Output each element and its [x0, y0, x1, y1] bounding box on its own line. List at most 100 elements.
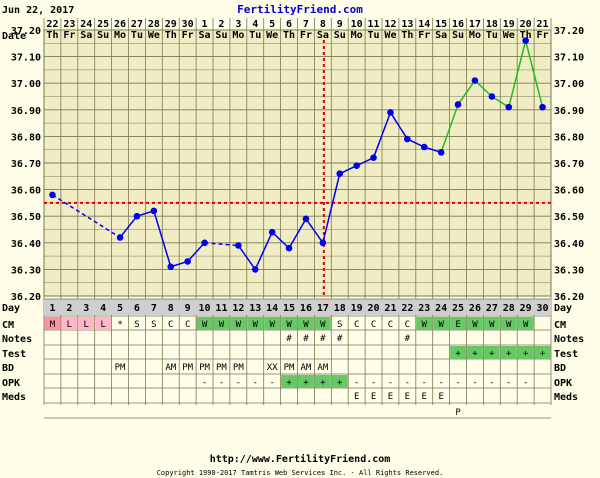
weekday-label: Tu — [486, 30, 498, 41]
test-value: + — [506, 349, 512, 359]
weekday-label: Mo — [351, 30, 363, 41]
y-tick-left: 37.20 — [11, 26, 41, 37]
y-tick-left: 36.50 — [11, 212, 41, 223]
opk-cell — [281, 375, 297, 388]
y-tick-right: 36.50 — [554, 212, 584, 223]
cm-value: W — [303, 320, 309, 330]
bd-value: AM — [317, 363, 328, 373]
bd-value: AM — [165, 363, 176, 373]
row-label-meds: Meds — [2, 392, 26, 403]
temp-point — [167, 263, 175, 271]
date-number: 29 — [165, 19, 177, 30]
cycle-day: 11 — [215, 303, 227, 314]
row-label-right-meds: Meds — [554, 392, 578, 403]
opk-value: - — [388, 378, 393, 388]
temperature-points — [49, 37, 546, 273]
opk-cell — [298, 375, 314, 388]
cycle-day: 1 — [49, 303, 55, 314]
cycle-day: 7 — [151, 303, 157, 314]
cycle-day: 10 — [199, 303, 211, 314]
date-number: 25 — [97, 19, 109, 30]
date-number: 12 — [384, 19, 396, 30]
temp-point — [116, 234, 124, 241]
footer-url[interactable]: http://www.FertilityFriend.com — [210, 453, 391, 465]
cycle-day: 28 — [503, 303, 515, 314]
row-label-date: Date — [2, 31, 26, 42]
date-number: 5 — [269, 19, 275, 30]
weekday-label: Th — [520, 30, 532, 41]
temp-point — [370, 154, 377, 161]
temp-point — [302, 215, 310, 223]
cycle-day: 5 — [117, 303, 123, 314]
temp-point — [285, 244, 293, 252]
weekday-label: Tu — [249, 30, 261, 41]
cm-value: C — [354, 320, 359, 330]
opk-value: - — [489, 378, 494, 388]
cycle-day: 30 — [537, 303, 549, 314]
y-tick-left: 37.00 — [11, 79, 41, 90]
cm-value: W — [253, 320, 259, 330]
meds-value: E — [371, 392, 376, 402]
temp-point — [49, 191, 56, 199]
date-number: 22 — [46, 19, 58, 30]
cm-value: C — [168, 320, 173, 330]
cm-cell — [44, 317, 61, 330]
row-label-right-bd: BD — [554, 363, 566, 374]
test-value: + — [489, 349, 495, 359]
cm-value: C — [185, 320, 190, 330]
date-number: 1 — [202, 19, 208, 30]
test-cell — [450, 346, 466, 359]
y-tick-left: 36.70 — [11, 159, 41, 170]
y-tick-right: 36.80 — [554, 132, 584, 143]
y-tick-right: 37.20 — [554, 26, 584, 37]
cycle-day: 23 — [418, 303, 430, 314]
cm-cell — [314, 317, 331, 330]
bd-value: PM — [284, 363, 295, 373]
temp-segment — [457, 80, 476, 105]
cm-value: W — [320, 320, 326, 330]
site-title[interactable]: FertilityFriend.com — [237, 3, 363, 16]
weekday-label: Mo — [114, 30, 126, 41]
opk-value: - — [506, 378, 511, 388]
cm-value: S — [151, 320, 156, 330]
cm-value: W — [219, 320, 225, 330]
weekday-label: Su — [215, 30, 227, 41]
temp-segment — [372, 112, 392, 158]
date-number: 27 — [131, 19, 143, 30]
data-rows: 1 2 3 4 5 6 7 8 9 10 11 12 13 14 15 16 17 18 19 20 21 22 23 24 2… — [44, 298, 551, 419]
date-number: 4 — [252, 19, 258, 30]
cm-cell — [298, 317, 314, 330]
test-cell — [500, 346, 517, 359]
date-number: 15 — [435, 19, 447, 30]
date-number: 18 — [486, 19, 498, 30]
date-number: 10 — [351, 19, 363, 30]
weekday-label: Fr — [182, 30, 194, 41]
temp-segment — [204, 242, 239, 247]
cm-value: * — [117, 320, 122, 330]
temp-point — [539, 103, 546, 111]
cm-value: W — [523, 320, 529, 330]
cm-value: W — [286, 320, 292, 330]
opk-value: - — [438, 378, 443, 388]
opk-value: - — [422, 378, 427, 388]
row-label-right-test: Test — [554, 349, 578, 360]
opk-cell — [331, 375, 348, 388]
temp-segment — [440, 104, 459, 153]
opk-value: - — [253, 378, 258, 388]
date-number: 14 — [418, 19, 430, 30]
temp-point — [522, 37, 529, 44]
opk-cell — [314, 375, 331, 388]
bd-value: PM — [199, 363, 210, 373]
temp-point — [387, 109, 394, 116]
cm-value: W — [269, 320, 275, 330]
temp-segment — [491, 95, 510, 108]
opk-value: + — [303, 378, 309, 388]
date-number: 30 — [182, 19, 194, 30]
cm-value: W — [506, 320, 512, 330]
date-number: 23 — [63, 19, 75, 30]
bd-value: PM — [115, 363, 126, 373]
bd-value: XX — [267, 363, 278, 373]
opk-value: + — [337, 378, 343, 388]
weekday-label: Th — [283, 30, 295, 41]
